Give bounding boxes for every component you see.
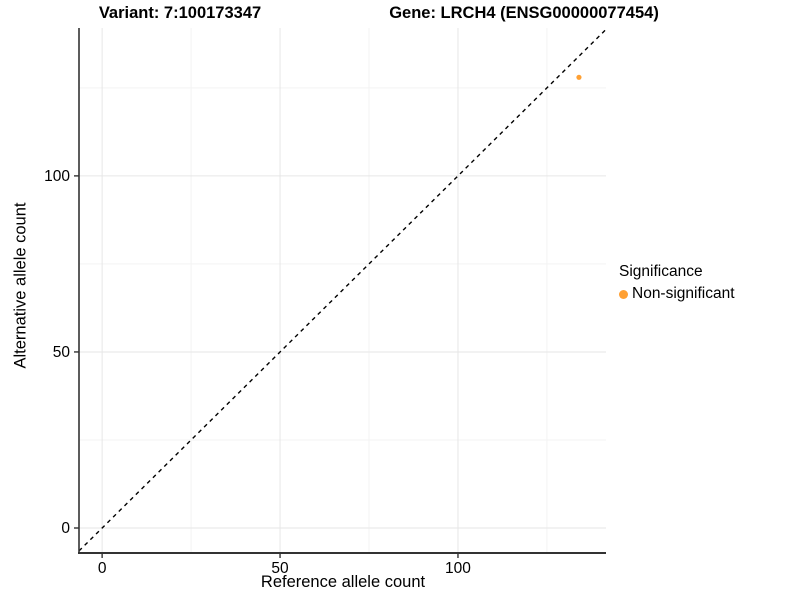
variant-title: Variant: 7:100173347 (98, 4, 262, 22)
legend-title: Significance (619, 263, 703, 280)
legend-dot-icon (619, 289, 628, 299)
y-tick-label: 100 (44, 168, 70, 185)
x-tick-label: 50 (271, 560, 289, 577)
legend-item: Non-significant (619, 285, 735, 303)
y-axis-title: Alternative allele count (11, 202, 30, 369)
x-tick-label: 0 (98, 560, 107, 577)
legend-item-label: Non-significant (632, 285, 735, 302)
gene-title: Gene: LRCH4 (ENSG00000077454) (389, 4, 659, 22)
x-tick-label: 100 (445, 560, 471, 577)
identity-line (78, 28, 607, 552)
data-point (576, 74, 582, 80)
y-tick-label: 0 (61, 520, 70, 537)
x-axis-title: Reference allele count (260, 573, 426, 591)
legend: Significance Non-significant (619, 263, 735, 303)
y-tick-label: 50 (53, 344, 71, 361)
